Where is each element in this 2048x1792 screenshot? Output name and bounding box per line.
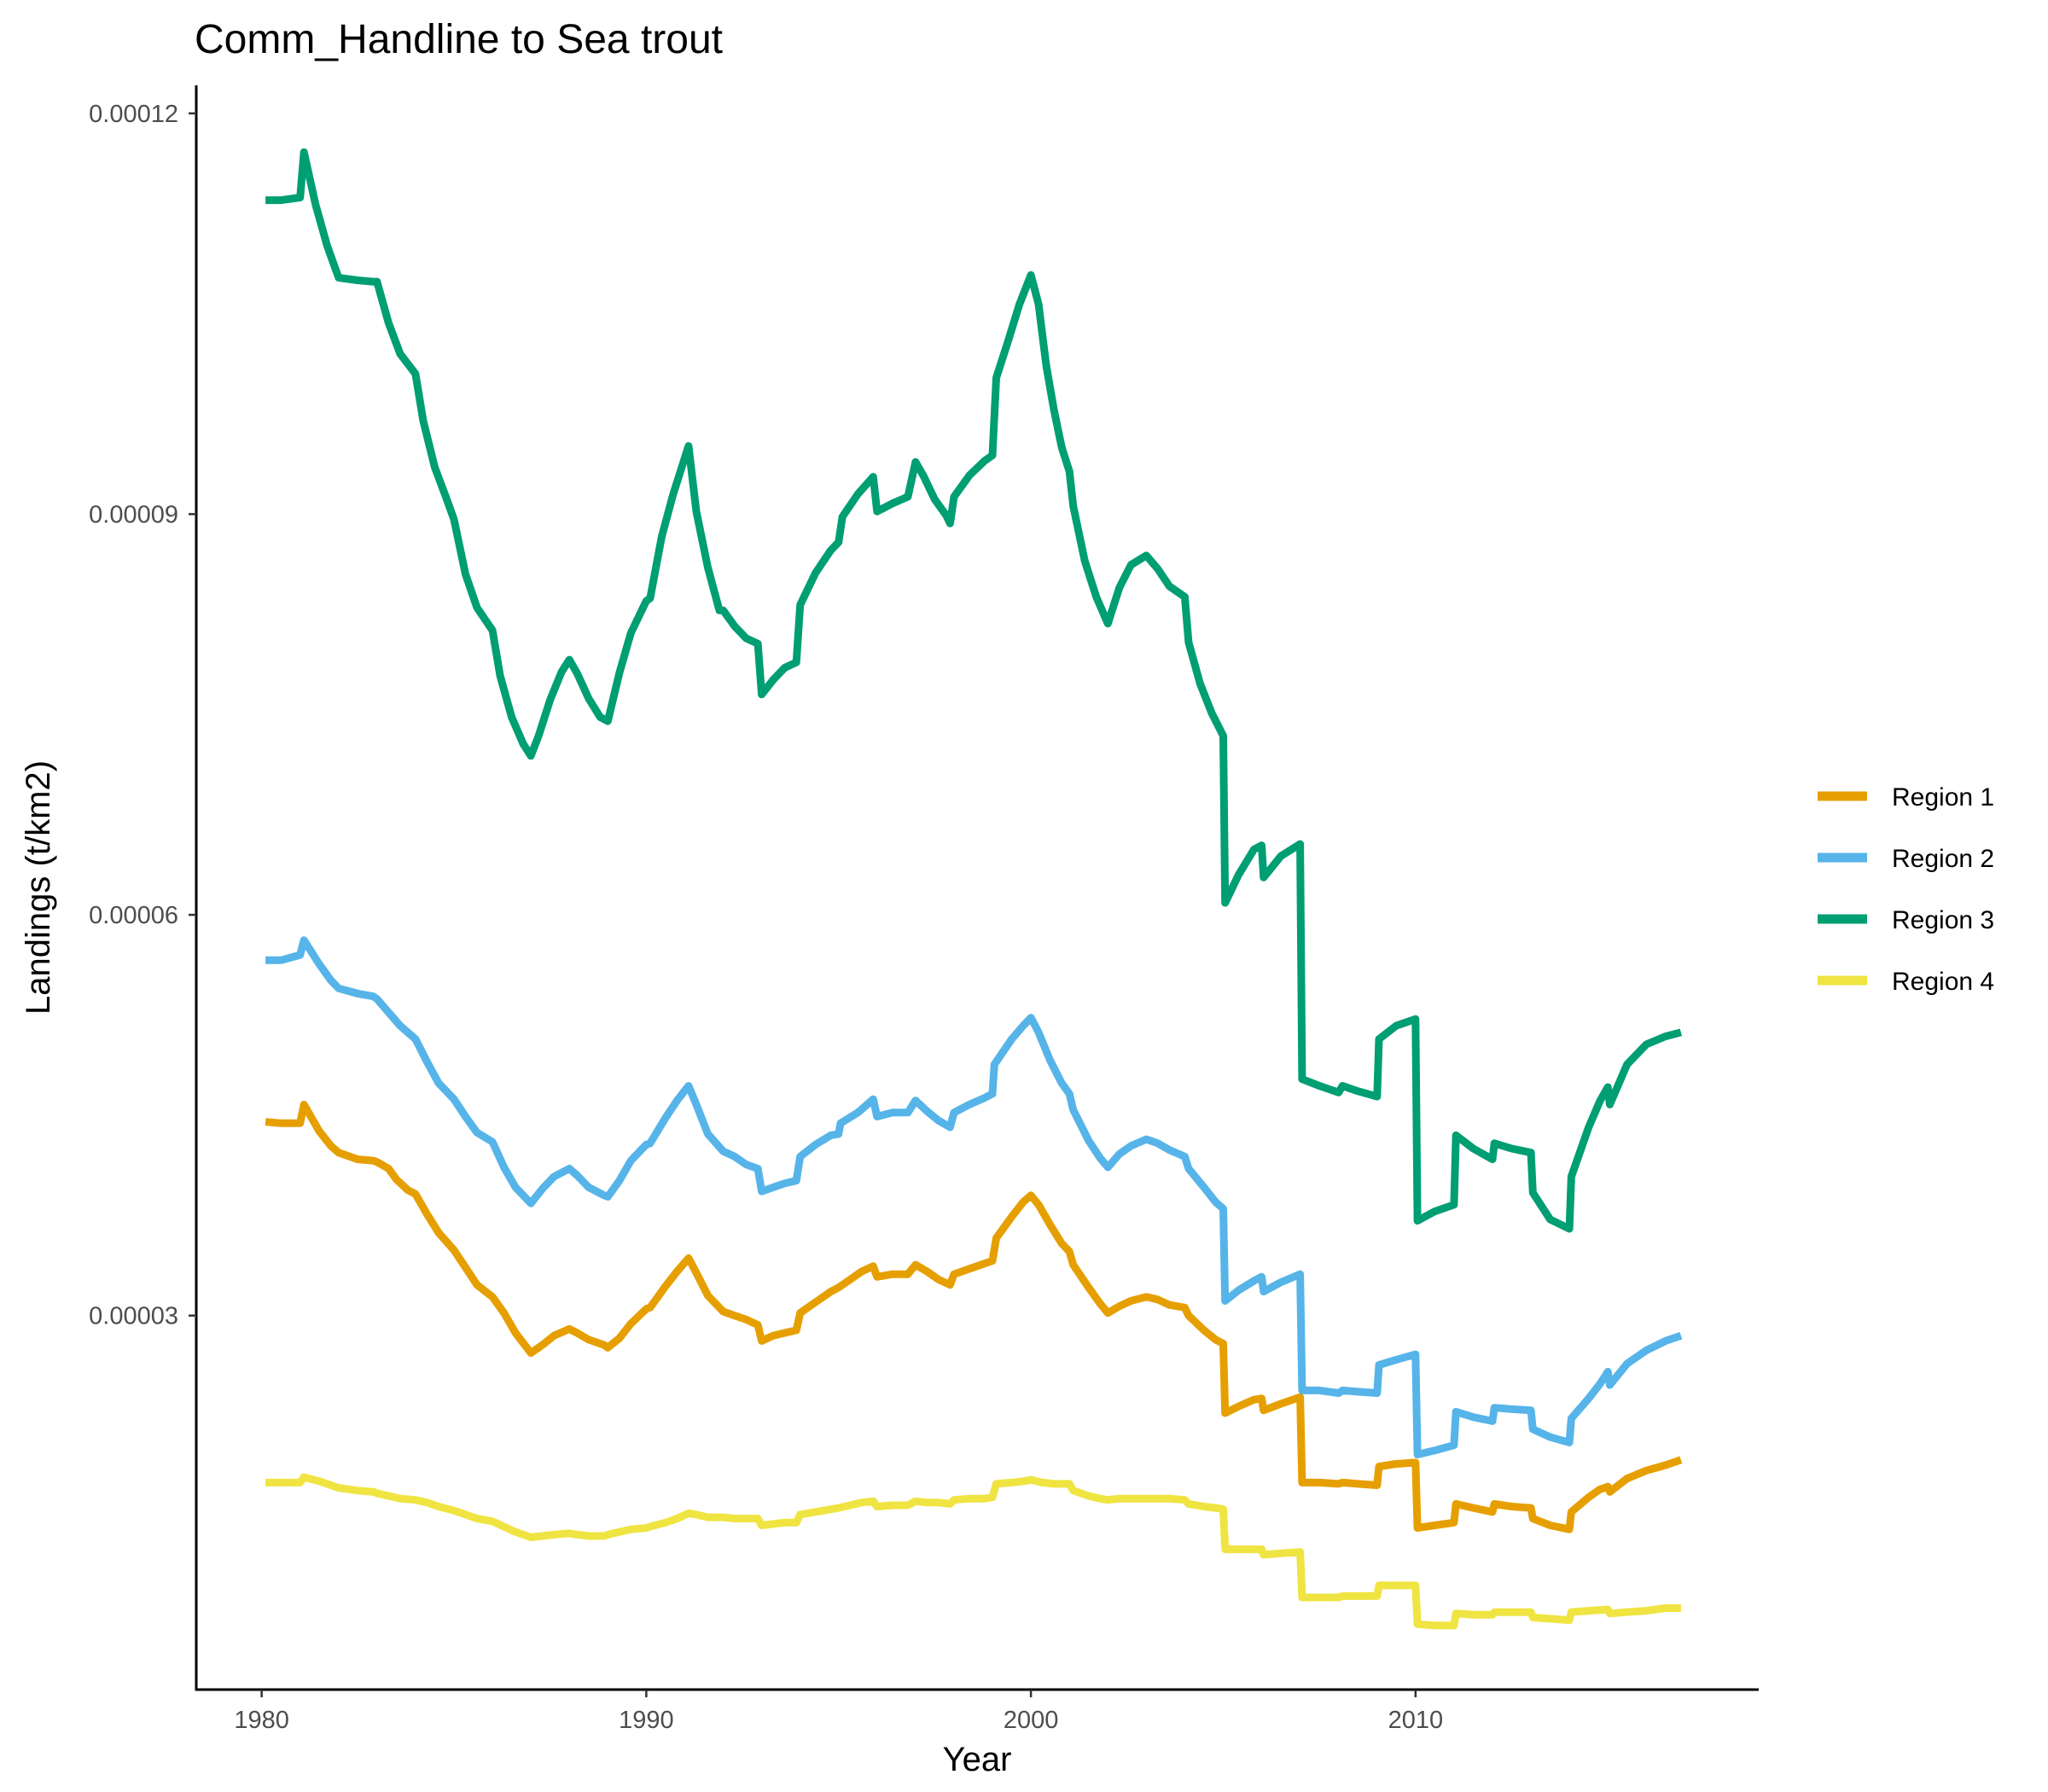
x-tick-label: 2010: [1388, 1707, 1444, 1734]
x-axis-ticks: 1980 1990 2000 2010: [234, 1690, 1443, 1734]
x-axis-title: Year: [943, 1741, 1012, 1778]
y-tick-label: 0.00003: [89, 1303, 178, 1330]
y-tick-label: 0.00012: [89, 101, 178, 128]
chart-title: Comm_Handline to Sea trout: [195, 17, 723, 62]
series-line-region-2: [265, 936, 1683, 1458]
y-tick-label: 0.00009: [89, 501, 178, 528]
x-tick-label: 1980: [234, 1707, 289, 1734]
legend-label-region-2: Region 2: [1892, 845, 1994, 873]
legend: Region 1 Region 2 Region 3 Region 4: [1818, 783, 1994, 996]
series-line-region-3: [265, 148, 1683, 1233]
y-tick-label: 0.00006: [89, 902, 178, 929]
legend-label-region-3: Region 3: [1892, 906, 1994, 934]
series-group: [265, 148, 1683, 1630]
series-line-region-1: [265, 1100, 1683, 1533]
x-tick-label: 1990: [619, 1707, 674, 1734]
legend-label-region-1: Region 1: [1892, 783, 1994, 812]
y-axis-ticks: 0.00003 0.00006 0.00009 0.00012: [89, 101, 196, 1330]
series-line-region-4: [265, 1473, 1681, 1630]
x-tick-label: 2000: [1004, 1707, 1059, 1734]
legend-label-region-4: Region 4: [1892, 968, 1994, 996]
y-axis-title: Landings (t/km2): [20, 760, 57, 1015]
